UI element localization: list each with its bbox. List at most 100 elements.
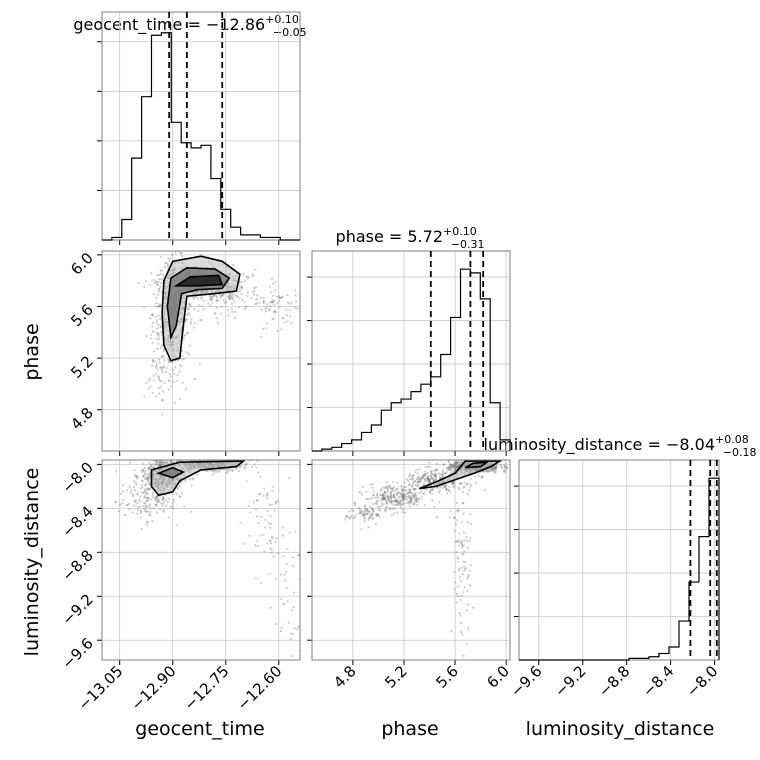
sample-point — [223, 301, 226, 305]
sample-point — [348, 510, 351, 513]
sample-point — [297, 554, 300, 557]
sample-point — [376, 492, 379, 495]
sample-point — [143, 508, 147, 511]
sample-point — [390, 501, 393, 504]
sample-point — [457, 541, 460, 544]
sample-point — [266, 509, 269, 513]
sample-point — [434, 474, 437, 477]
sample-point — [304, 303, 306, 305]
y-tick-label: −9.6 — [58, 634, 96, 672]
sample-point — [150, 313, 153, 317]
sample-point — [157, 500, 160, 503]
sample-point — [256, 298, 259, 301]
sample-point — [246, 294, 249, 297]
sample-point — [463, 481, 466, 484]
sample-point — [360, 510, 363, 513]
sample-point — [451, 470, 454, 473]
sample-point — [167, 361, 170, 364]
sample-point — [458, 488, 461, 491]
sample-point — [162, 498, 165, 501]
sample-point — [140, 484, 143, 487]
sample-point — [492, 467, 495, 470]
sample-point — [276, 301, 279, 304]
sample-point — [451, 483, 454, 486]
sample-point — [441, 473, 444, 476]
sample-point — [469, 485, 472, 488]
sample-point — [218, 469, 221, 472]
sample-point — [142, 474, 145, 478]
sample-point — [268, 308, 271, 312]
sample-point — [196, 473, 199, 476]
sample-point — [410, 501, 413, 504]
sample-point — [420, 490, 423, 493]
sample-point — [262, 299, 265, 302]
sample-point — [198, 454, 200, 456]
scatter-geocent_time-phase — [137, 251, 306, 416]
sample-point — [147, 473, 150, 476]
sample-point — [482, 470, 485, 473]
sample-point — [401, 503, 404, 506]
sample-point — [146, 475, 149, 478]
sample-point — [164, 457, 166, 459]
y-tick-label: −8.0 — [58, 458, 96, 496]
sample-point — [379, 488, 382, 491]
sample-point — [454, 540, 458, 544]
sample-point — [391, 487, 394, 490]
sample-point — [450, 630, 453, 633]
sample-point — [150, 272, 153, 275]
sample-point — [270, 301, 273, 304]
sample-point — [164, 370, 167, 373]
sample-point — [463, 485, 466, 488]
sample-point — [157, 334, 160, 337]
sample-point — [151, 494, 154, 497]
panel-geocent_time-vs-phase — [101, 250, 301, 452]
sample-point — [155, 372, 158, 375]
xlabel-phase: phase — [381, 718, 438, 740]
sample-point — [152, 292, 155, 296]
sample-point — [388, 485, 391, 488]
grid-1-1 — [352, 251, 507, 451]
sample-point — [212, 294, 215, 297]
sample-point — [234, 294, 237, 297]
sample-point — [278, 295, 281, 298]
y-tick-label: 5.2 — [67, 352, 97, 382]
sample-point — [175, 492, 178, 495]
sample-point — [434, 476, 437, 479]
sample-point — [441, 472, 444, 476]
sample-point — [455, 462, 458, 465]
sample-point — [386, 490, 389, 493]
sample-point — [457, 464, 460, 467]
sample-point — [269, 305, 272, 308]
sample-point — [271, 317, 274, 320]
sample-point — [290, 301, 293, 304]
sample-point — [409, 499, 412, 502]
sample-point — [231, 470, 234, 473]
sample-point — [159, 463, 162, 466]
sample-point — [146, 492, 149, 495]
sample-point — [363, 517, 366, 520]
sample-point — [165, 498, 168, 501]
sample-point — [189, 305, 192, 308]
sample-point — [148, 483, 151, 486]
sample-point — [144, 280, 148, 283]
sample-point — [426, 471, 429, 475]
sample-point — [492, 466, 495, 469]
sample-point — [469, 564, 472, 567]
sample-point — [285, 308, 288, 311]
sample-point — [207, 458, 209, 460]
sample-point — [152, 496, 155, 499]
sample-point — [418, 492, 421, 495]
sample-point — [407, 491, 410, 494]
sample-point — [368, 510, 371, 513]
sample-point — [259, 475, 262, 478]
sample-point — [158, 273, 161, 276]
sample-point — [260, 581, 263, 584]
sample-point — [423, 492, 426, 495]
sample-point — [457, 595, 460, 598]
sample-point — [216, 455, 218, 457]
sample-point — [146, 496, 149, 500]
sample-point — [175, 380, 178, 383]
sample-point — [364, 513, 367, 516]
sample-point — [141, 470, 144, 474]
sample-point — [288, 477, 291, 480]
